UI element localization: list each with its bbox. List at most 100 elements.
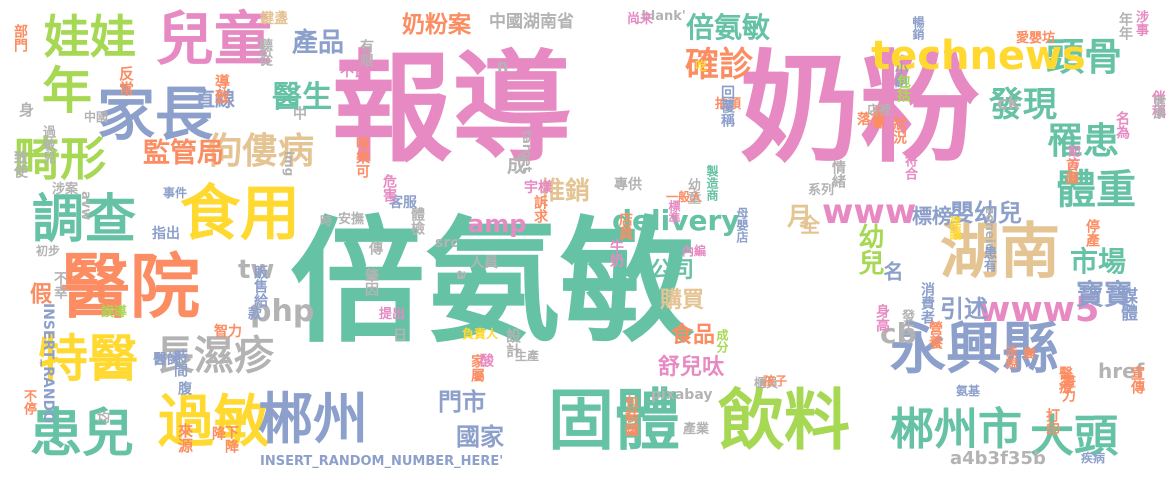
word-永興縣: 永興縣 <box>890 317 1058 382</box>
word-氨基: 氨基 <box>956 384 981 398</box>
word-產品: 產品 <box>292 28 345 58</box>
word-涉事: 涉事 <box>1133 10 1148 36</box>
word-嬰幼兒: 嬰幼兒 <box>950 199 1022 227</box>
word-反常: 反常 <box>117 66 135 96</box>
word-全: 全 <box>800 213 820 237</box>
word-年: 年 <box>42 62 92 120</box>
word-tw: tw <box>238 255 275 285</box>
word-奶粉: 奶粉 <box>740 40 980 179</box>
word-來源: 來源 <box>176 423 194 453</box>
word-大頭: 大頭 <box>1030 411 1118 462</box>
word-href: href <box>1098 359 1145 383</box>
word-負責人: 負責人 <box>462 327 499 341</box>
word-打印: 打印 <box>1044 408 1060 436</box>
word-指出: 指出 <box>152 226 180 242</box>
word-狀況: 狀況 <box>891 116 907 144</box>
word-傳: 傳 <box>367 241 383 255</box>
word-設計: 設計 <box>504 328 522 358</box>
word-建議: 建議 <box>948 216 962 240</box>
word-導致: 導致 <box>213 74 231 104</box>
word-幼兒: 幼兒 <box>854 223 884 275</box>
word-名: 名 <box>880 261 904 281</box>
word-幼童: 幼童 <box>685 178 700 204</box>
word-健康: 健康 <box>1152 95 1166 119</box>
word-成分: 成分 <box>715 329 729 353</box>
word-媒體: 媒體 <box>1117 287 1137 321</box>
word-符合: 符合 <box>902 154 917 180</box>
word-牛奶: 牛奶 <box>608 239 624 267</box>
word-php: php <box>250 294 315 329</box>
word-食品: 食品 <box>671 323 716 348</box>
word-不良: 不良 <box>340 64 368 80</box>
word-中國: 中國 <box>84 110 109 124</box>
word-n: n <box>497 56 509 75</box>
word-兒童: 兒童 <box>156 5 273 73</box>
word-營養: 營養 <box>927 321 943 349</box>
word-a: a <box>453 270 471 281</box>
word-郴州: 郴州 <box>258 387 369 451</box>
word-店裡: 店裡 <box>867 103 892 117</box>
word-體重: 體重 <box>1056 167 1136 213</box>
word-飲料: 飲料 <box>718 382 850 459</box>
word-成: 成 <box>507 153 527 177</box>
word-危害: 危害 <box>381 174 397 202</box>
word-名為: 名為 <box>1114 111 1130 139</box>
word-insert-rando: INSERT_RANDO <box>40 303 56 424</box>
word-img: img <box>282 151 296 177</box>
word-鍵盞: 鍵盞 <box>260 11 288 27</box>
word-假: 假 <box>26 282 51 304</box>
word-醫院: 醫院 <box>60 246 200 328</box>
word-診斷: 診斷 <box>872 105 886 129</box>
word-誤導: 誤導 <box>101 305 128 320</box>
word-過敏: 過敏 <box>158 390 270 455</box>
word-奶粉案: 奶粉案 <box>402 12 471 38</box>
word-涉案: 涉案 <box>52 182 79 197</box>
word-愛嬰坊: 愛嬰坊 <box>1016 31 1056 46</box>
word-客服: 客服 <box>389 195 417 211</box>
word-家長: 家長 <box>97 80 214 148</box>
word-製造商: 製造商 <box>705 165 719 201</box>
word-內編: 內編 <box>682 244 707 258</box>
word-停產: 停產 <box>1084 219 1100 247</box>
word-體檢: 體檢 <box>409 207 425 235</box>
word-推銷: 推銷 <box>540 176 591 205</box>
word-調查: 調查 <box>32 190 137 250</box>
word-孩子: 孩子 <box>763 374 788 388</box>
word-delivery: delivery <box>612 204 740 237</box>
word-頭骨: 頭骨 <box>1046 35 1123 79</box>
word-佝僂病: 佝僂病 <box>206 131 315 172</box>
word-首圖: 首圖 <box>1063 158 1078 184</box>
word-amp: amp <box>468 210 527 238</box>
word-提出: 提出 <box>379 307 406 322</box>
word-購買: 購買 <box>660 288 705 313</box>
word-包括: 包括 <box>895 74 911 102</box>
word-target: target <box>520 130 534 173</box>
word-暢銷: 暢銷 <box>911 16 925 40</box>
word-下降: 下降 <box>223 425 239 453</box>
word-月: 月 <box>787 202 813 231</box>
word-醫療: 醫療 <box>1057 366 1073 394</box>
word-a4b3f35b: a4b3f35b <box>950 448 1046 469</box>
word-過敏兒: 過敏兒 <box>40 125 55 164</box>
word-致使: 致使 <box>12 150 28 178</box>
word-人員: 人員 <box>470 255 498 271</box>
word-產業: 產業 <box>683 422 710 437</box>
word-均: 均 <box>97 411 111 426</box>
word-pixabay: pixabay <box>651 387 713 403</box>
word-安撫: 安撫 <box>338 212 365 227</box>
word-ck: ck <box>997 93 1020 114</box>
word-娃娃: 娃娃 <box>44 10 136 64</box>
word-門市: 門市 <box>438 388 486 416</box>
word-落後: 落後 <box>857 112 885 128</box>
word-直線: 直線 <box>195 87 235 111</box>
word-標榜: 標榜 <box>912 204 952 228</box>
word-畫力: 畫力 <box>1060 374 1076 402</box>
word-生產: 生產 <box>515 349 540 363</box>
word-疾病: 疾病 <box>1081 451 1106 465</box>
word-src: src <box>435 235 459 251</box>
word-年年: 年年 <box>1117 12 1133 40</box>
word-確診: 確診 <box>685 45 753 85</box>
word-國家: 國家 <box>456 423 504 451</box>
word-系列: 系列 <box>808 183 835 198</box>
word-罹患: 罹患 <box>1047 121 1120 162</box>
